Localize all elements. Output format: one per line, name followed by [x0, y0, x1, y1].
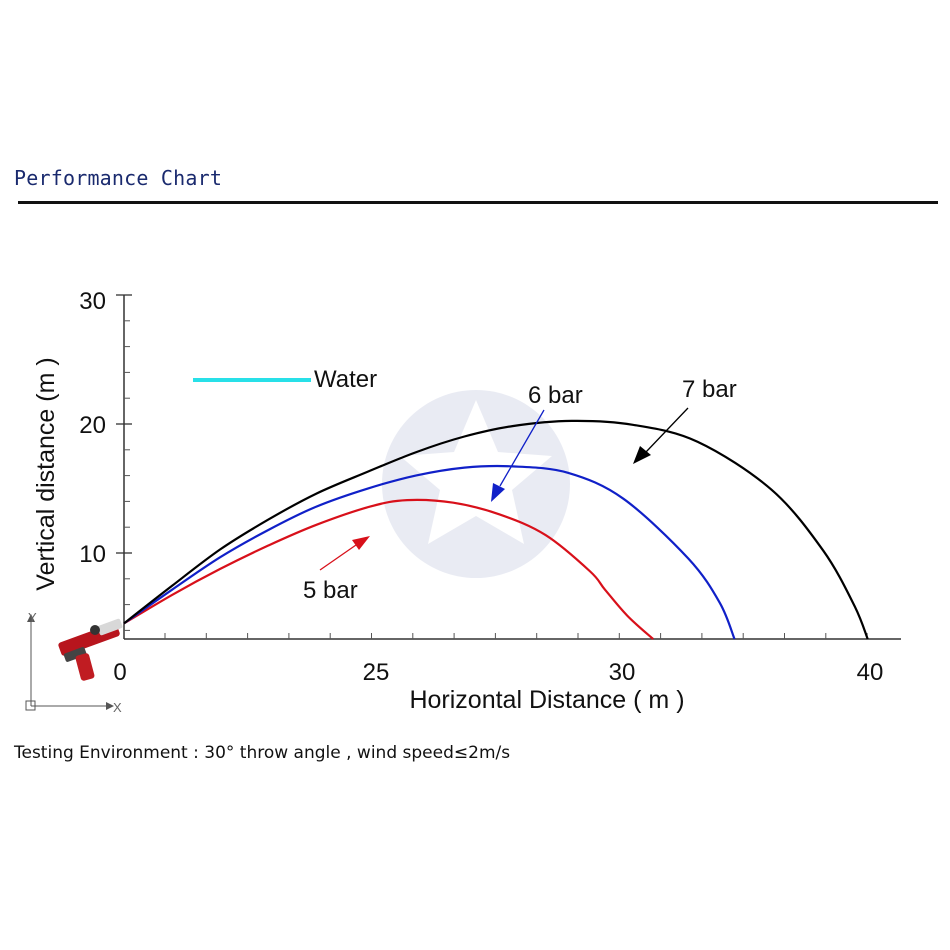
y-axis-title: Vertical distance (m )	[32, 357, 60, 590]
fire-nozzle-icon	[58, 618, 123, 681]
x-axis-title: Horizontal Distance ( m )	[409, 686, 684, 714]
series-label-6-bar: 6 bar	[528, 382, 583, 409]
y-tick-label-10: 10	[79, 541, 106, 568]
x-axis-minor-ticks	[164, 633, 868, 639]
gizmo-y-label: Y	[28, 610, 37, 625]
y-axis-minor-ticks	[124, 294, 130, 631]
callout-arrow-6-bar	[491, 409, 545, 502]
watermark-logo-icon	[382, 390, 570, 578]
gizmo-x-label: X	[113, 700, 122, 715]
callout-arrow-5-bar	[319, 536, 370, 571]
testing-environment-note: Testing Environment : 30° throw angle , …	[14, 743, 511, 763]
title-divider	[18, 201, 938, 204]
series-line-6-bar	[123, 464, 736, 640]
legend-water-label: Water	[314, 366, 377, 393]
xy-axis-gizmo-icon	[25, 614, 114, 711]
x-tick-label-40: 40	[857, 659, 884, 686]
series-line-7-bar	[123, 419, 869, 640]
y-tick-label-30: 30	[79, 288, 106, 315]
x-tick-label-0: 0	[113, 659, 126, 686]
page-title: Performance Chart	[14, 166, 223, 190]
x-tick-label-30: 30	[609, 659, 636, 686]
y-tick-label-20: 20	[79, 412, 106, 439]
series-label-5-bar: 5 bar	[303, 577, 358, 604]
series-line-5-bar	[123, 498, 654, 640]
x-tick-label-25: 25	[363, 659, 390, 686]
callout-arrow-7-bar	[633, 407, 689, 464]
series-label-7-bar: 7 bar	[682, 376, 737, 403]
